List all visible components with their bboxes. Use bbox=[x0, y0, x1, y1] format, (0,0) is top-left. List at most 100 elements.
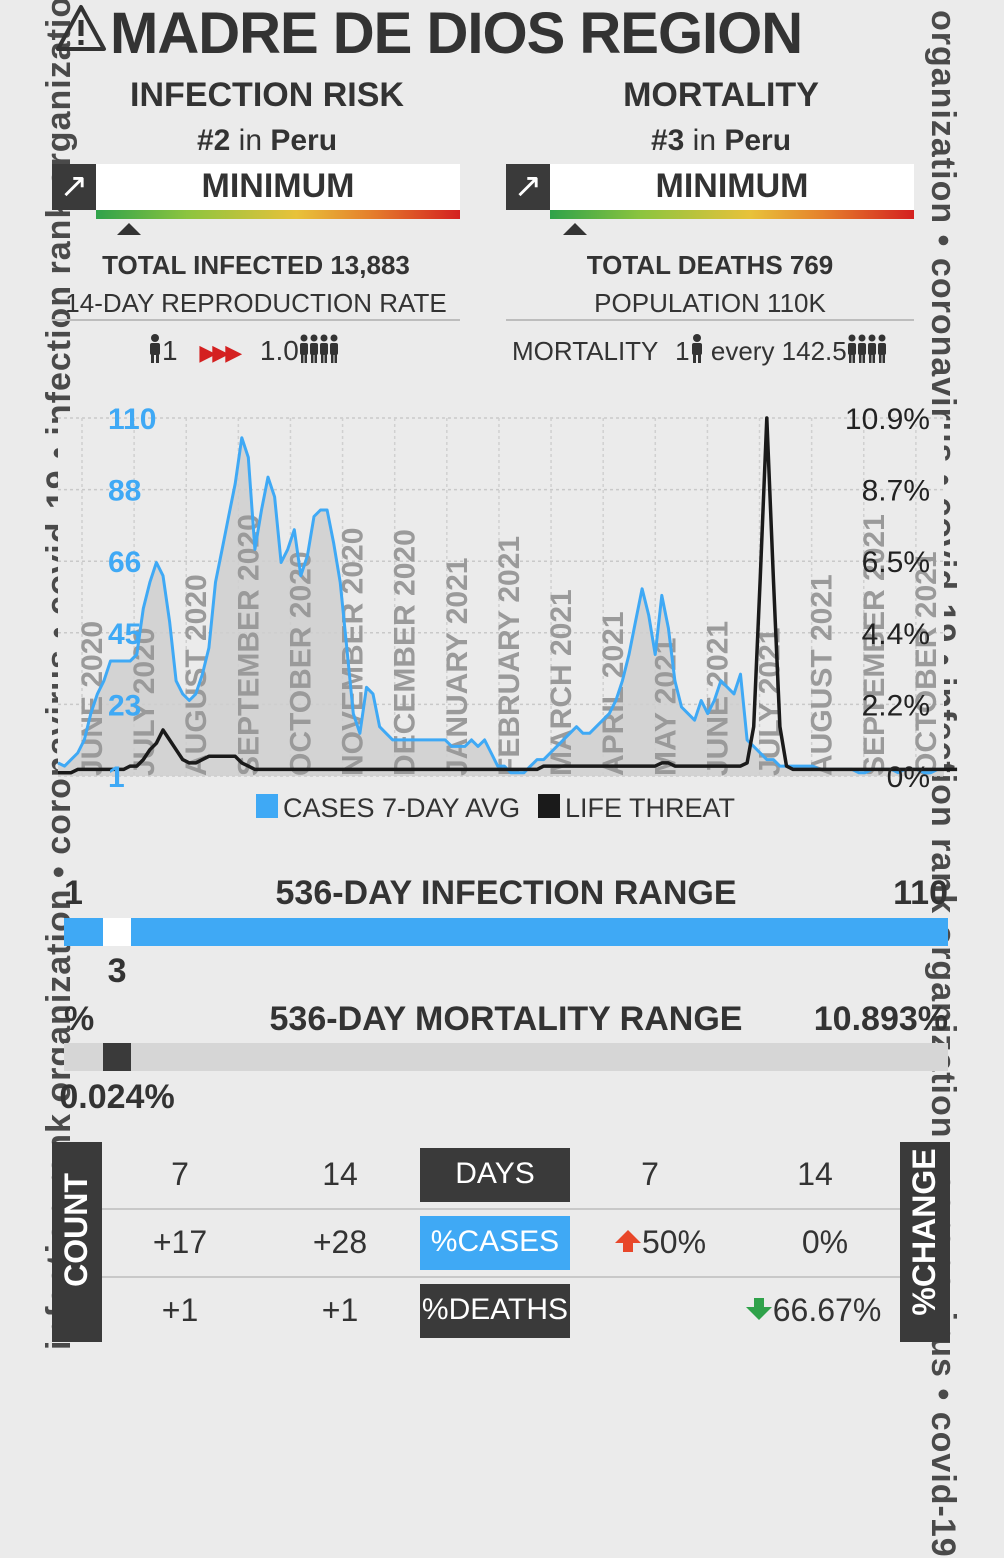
x-tick-label: APRIL 2021 bbox=[597, 611, 630, 776]
table-row-divider bbox=[102, 1276, 900, 1278]
change-head-14: 14 bbox=[797, 1156, 833, 1192]
reproduction-rate-label: 14-DAY REPRODUCTION RATE bbox=[65, 288, 447, 318]
infection-level: MINIMUM bbox=[96, 164, 460, 210]
legend-label-life-threat: LIFE THREAT bbox=[565, 793, 735, 823]
mortality-ratio-value: 142.5 bbox=[781, 336, 847, 366]
infection-range-title: 536-DAY INFECTION RANGE bbox=[275, 874, 737, 912]
y-right-tick-label: 4.4% bbox=[862, 618, 930, 651]
y-left-tick-label: 23 bbox=[108, 689, 141, 722]
infection-rank-country: Peru bbox=[270, 124, 338, 157]
cases-count-7: +17 bbox=[152, 1224, 208, 1260]
repro-arrows-icon: ▶▶▶ bbox=[199, 340, 242, 365]
deaths-label: %DEATHS bbox=[420, 1284, 570, 1338]
population-label: POPULATION 110K bbox=[594, 288, 826, 318]
mortality-range-max: 10.893% bbox=[813, 1000, 948, 1038]
mortality-range-current: 0.024% bbox=[59, 1078, 175, 1116]
mortality-ratio-label: MORTALITY bbox=[512, 336, 658, 366]
y-left-tick-label: 110 bbox=[108, 403, 156, 436]
cases-count-14: +28 bbox=[312, 1224, 368, 1260]
x-tick-label: SEPTEMBER 2020 bbox=[232, 514, 265, 776]
count-label-box bbox=[52, 1142, 102, 1342]
total-deaths: TOTAL DEATHS 769 bbox=[586, 250, 834, 280]
infection-trend-arrow-icon: ↗ bbox=[52, 164, 96, 210]
mortality-rank-number: #3 bbox=[650, 124, 685, 157]
x-tick-label: OCTOBER 2021 bbox=[910, 551, 943, 776]
people-group-icon bbox=[847, 334, 886, 363]
mortality-rank-country: Peru bbox=[724, 124, 792, 157]
x-tick-label: OCTOBER 2020 bbox=[284, 551, 317, 776]
mortality-heading: MORTALITY bbox=[623, 76, 819, 114]
infection-range-max: 110 bbox=[893, 874, 948, 912]
mortality-trend-arrow-icon: ↗ bbox=[506, 164, 550, 210]
deaths-change-14: 66.67% bbox=[738, 1292, 888, 1329]
mortality-ratio-one: 1 bbox=[675, 336, 690, 366]
deaths-change-14-value: 66.67% bbox=[772, 1292, 882, 1328]
infection-level-gradient bbox=[96, 210, 460, 219]
cases-change-14: 0% bbox=[801, 1224, 849, 1260]
count-head-14: 14 bbox=[322, 1156, 358, 1192]
person-icon bbox=[691, 334, 702, 363]
x-tick-label: MARCH 2021 bbox=[545, 589, 578, 776]
repro-right-value: 1.0 bbox=[259, 335, 299, 366]
mortality-range-unit: % bbox=[64, 1000, 95, 1038]
mortality-divider bbox=[506, 319, 914, 321]
infection-rank-in: in bbox=[238, 124, 263, 157]
y-left-tick-label: 1 bbox=[108, 761, 125, 794]
deaths-count-7: +1 bbox=[161, 1292, 199, 1328]
warning-icon bbox=[56, 5, 106, 51]
change-label-box bbox=[900, 1142, 950, 1342]
x-tick-label: JULY 2020 bbox=[128, 628, 161, 776]
infection-range-current: 3 bbox=[107, 952, 127, 990]
y-right-tick-label: 8.7% bbox=[862, 475, 930, 508]
page-title: MADRE DE DIOS REGION bbox=[110, 1, 803, 66]
cases-label: %CASES bbox=[420, 1216, 570, 1270]
x-tick-label: DECEMBER 2020 bbox=[389, 529, 422, 776]
y-right-tick-label: 2.2% bbox=[862, 689, 930, 722]
mortality-level-gradient bbox=[550, 210, 914, 219]
change-label: %CHANGE bbox=[906, 1148, 942, 1316]
arrow-down-icon bbox=[745, 1298, 772, 1320]
mortality-rank-in: in bbox=[692, 124, 717, 157]
legend-swatch-life-threat bbox=[538, 794, 560, 818]
cases-line bbox=[57, 436, 944, 775]
deaths-count-14: +1 bbox=[321, 1292, 359, 1328]
cases-area bbox=[58, 437, 944, 776]
mortality-range-marker bbox=[103, 1043, 132, 1071]
y-right-tick-label: 6.5% bbox=[862, 546, 930, 579]
mortality-rank: #3 in Peru bbox=[506, 124, 936, 158]
mortality-ratio: MORTALITY 1 every 142.5 bbox=[512, 334, 887, 367]
count-label: COUNT bbox=[58, 1173, 94, 1287]
mortality-range-bar bbox=[64, 1043, 948, 1071]
count-head-7: 7 bbox=[171, 1156, 189, 1192]
x-tick-label: AUGUST 2020 bbox=[180, 574, 213, 776]
mortality-level: MINIMUM bbox=[550, 164, 914, 210]
infection-divider bbox=[52, 319, 460, 321]
infection-range-bar bbox=[64, 918, 948, 946]
life-threat-line bbox=[58, 416, 958, 775]
y-left-tick-label: 45 bbox=[108, 618, 141, 651]
x-tick-label: NOVEMBER 2020 bbox=[337, 528, 370, 776]
legend-swatch-cases bbox=[256, 794, 278, 818]
x-tick-label: AUGUST 2021 bbox=[806, 574, 839, 776]
cases-change-7-value: 50% bbox=[641, 1224, 707, 1260]
change-head-7: 7 bbox=[641, 1156, 659, 1192]
cases-mortality-chart: JUNE 2020 JULY 2020 AUGUST 2020 SEPTEMBER 2… bbox=[57, 403, 958, 823]
people-group-icon bbox=[299, 334, 338, 363]
mortality-range-title: 536-DAY MORTALITY RANGE bbox=[269, 1000, 743, 1038]
days-label: DAYS bbox=[420, 1148, 570, 1202]
repro-left-value: 1 bbox=[162, 335, 178, 366]
x-tick-label: FEBRUARY 2021 bbox=[493, 536, 526, 776]
y-left-tick-label: 88 bbox=[108, 475, 141, 508]
legend-label-cases: CASES 7-DAY AVG bbox=[283, 793, 520, 823]
mortality-ratio-every: every bbox=[710, 336, 775, 366]
x-tick-label: JUNE 2021 bbox=[701, 621, 734, 776]
y-left-tick-label: 66 bbox=[108, 546, 141, 579]
infection-rank: #2 in Peru bbox=[52, 124, 482, 158]
arrow-up-icon bbox=[614, 1230, 641, 1252]
x-tick-label: JUNE 2020 bbox=[76, 621, 109, 776]
person-icon bbox=[150, 334, 160, 363]
y-right-tick-label: 10.9% bbox=[845, 403, 930, 436]
infection-heading: INFECTION RISK bbox=[130, 76, 404, 114]
infection-level-indicator-icon bbox=[116, 223, 141, 235]
infection-range-min: 1 bbox=[64, 874, 83, 912]
